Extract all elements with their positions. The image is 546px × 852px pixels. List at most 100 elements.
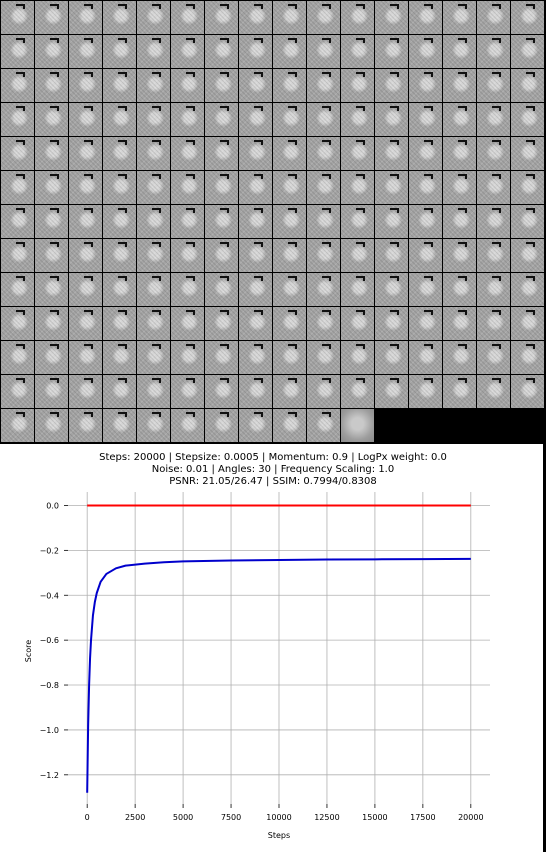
image-tile: [375, 273, 408, 306]
x-axis-label: Steps: [268, 831, 290, 840]
image-tile: [273, 409, 306, 442]
image-tile: [205, 341, 238, 374]
image-tile: [205, 103, 238, 136]
image-tile: [35, 1, 68, 34]
y-tick-label: −1.0: [40, 726, 59, 735]
image-tile: [511, 205, 544, 238]
image-tile: [375, 171, 408, 204]
image-tile: [239, 341, 272, 374]
image-tile: [273, 341, 306, 374]
image-tile: [273, 307, 306, 340]
image-tile: [307, 103, 340, 136]
image-tile: [443, 103, 476, 136]
image-tile: [103, 137, 136, 170]
image-tile: [171, 205, 204, 238]
image-tile: [341, 103, 374, 136]
image-tile: [341, 35, 374, 68]
image-tile: [307, 239, 340, 272]
image-tile: [511, 171, 544, 204]
image-tile: [239, 137, 272, 170]
image-tile: [409, 35, 442, 68]
image-tile: [69, 69, 102, 102]
image-tile: [409, 341, 442, 374]
image-tile: [69, 409, 102, 442]
chart-subtitle: Noise: 0.01 | Angles: 30 | Frequency Sca…: [151, 464, 395, 475]
image-tile: [137, 239, 170, 272]
image-tile: [205, 239, 238, 272]
image-tile: [477, 273, 510, 306]
image-tile: [239, 35, 272, 68]
tick-layer: 0 2500 5000 7500 10000 12500 15000 17500 20000 0.…: [40, 501, 484, 822]
image-tile: [171, 409, 204, 442]
image-tile: [409, 69, 442, 102]
image-tile: [273, 375, 306, 408]
image-tile: [477, 307, 510, 340]
image-tile: [511, 137, 544, 170]
y-tick-label: −0.6: [40, 636, 59, 645]
y-tick-label: 0.0: [46, 501, 59, 510]
x-tick-label: 0: [85, 813, 90, 822]
image-tile: [137, 69, 170, 102]
image-tile: [35, 171, 68, 204]
image-tile: [477, 35, 510, 68]
image-tile: [1, 273, 34, 306]
image-tile: [205, 273, 238, 306]
image-tile: [205, 69, 238, 102]
image-tile: [103, 69, 136, 102]
image-tile: [307, 137, 340, 170]
image-tile: [35, 137, 68, 170]
image-tile: [341, 239, 374, 272]
image-tile: [443, 137, 476, 170]
image-tile: [341, 1, 374, 34]
image-tile: [35, 375, 68, 408]
image-tile: [409, 273, 442, 306]
image-tile: [205, 307, 238, 340]
image-tile: [409, 375, 442, 408]
image-tile: [239, 239, 272, 272]
image-tile: [307, 273, 340, 306]
image-tile: [511, 103, 544, 136]
image-tile: [103, 239, 136, 272]
image-tile: [171, 273, 204, 306]
image-tile: [171, 307, 204, 340]
image-tile: [307, 341, 340, 374]
image-tile: [239, 69, 272, 102]
image-tile: [375, 307, 408, 340]
image-tile: [341, 307, 374, 340]
image-tile: [1, 1, 34, 34]
image-tile: [511, 341, 544, 374]
image-tile: [511, 307, 544, 340]
image-tile: [171, 103, 204, 136]
image-tile: [273, 205, 306, 238]
image-tile: [239, 375, 272, 408]
image-tile: [1, 35, 34, 68]
image-tile: [103, 307, 136, 340]
image-tile: [409, 1, 442, 34]
image-tile: [477, 69, 510, 102]
image-tile: [307, 375, 340, 408]
image-tile: [341, 171, 374, 204]
image-tile: [273, 273, 306, 306]
image-tile: [205, 171, 238, 204]
image-tile: [307, 69, 340, 102]
image-tile: [35, 35, 68, 68]
image-tile: [443, 375, 476, 408]
image-tile: [443, 69, 476, 102]
image-tile: [443, 205, 476, 238]
image-tile: [35, 205, 68, 238]
image-tile: [375, 35, 408, 68]
image-tile: [103, 409, 136, 442]
image-tile: [69, 171, 102, 204]
image-tile: [205, 137, 238, 170]
image-tile: [35, 69, 68, 102]
image-tile: [69, 103, 102, 136]
image-tile: [239, 273, 272, 306]
image-tile: [137, 1, 170, 34]
image-tile: [137, 171, 170, 204]
image-tile: [239, 409, 272, 442]
image-tile: [103, 35, 136, 68]
image-tile: [443, 273, 476, 306]
image-tile: [239, 171, 272, 204]
image-tile: [171, 137, 204, 170]
